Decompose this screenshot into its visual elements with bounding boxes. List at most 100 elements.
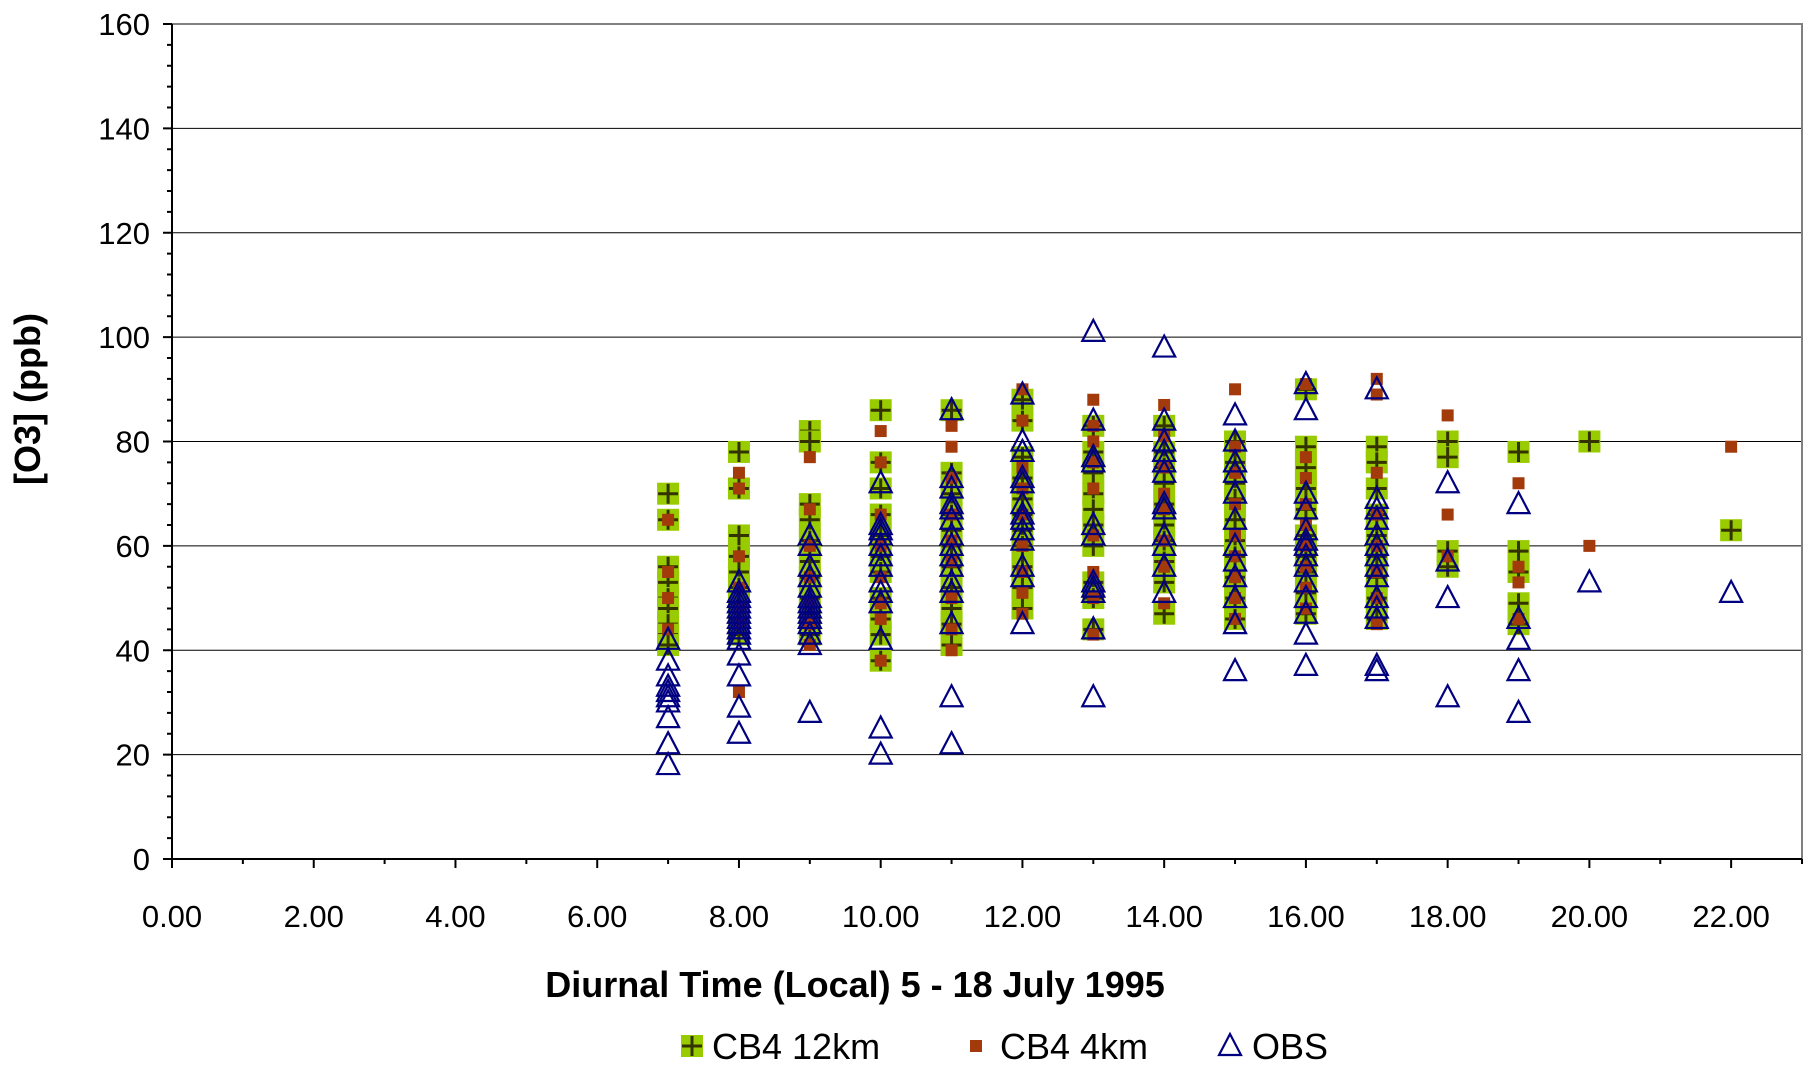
obs-point [938,568,965,593]
cb4-4km-point [1512,612,1525,625]
obs-point [1009,552,1036,577]
x-tick-label: 0.00 [142,899,202,934]
cb4-4km-point [662,592,675,605]
cb4-4km-point [945,419,958,432]
cb4-4km-point [803,639,816,652]
obs-point [867,515,894,541]
obs-point [1363,604,1390,630]
series-obs [655,317,1744,776]
obs-point [1505,698,1532,723]
obs-point [1151,458,1177,483]
cb4-12km-point [1507,540,1530,563]
x-tick-label: 14.00 [1125,899,1203,934]
cb4-4km-point [662,513,675,526]
obs-point [1080,568,1107,593]
obs-point [1505,489,1532,515]
cb4-4km-point [803,539,816,552]
obs-point [1363,594,1390,619]
obs-point [1434,468,1461,494]
x-tick-label: 4.00 [425,899,485,934]
cb4-12km-point-cross [1721,520,1742,541]
cb4-12km-point-cross [658,483,679,504]
cb4-4km-point [874,456,887,469]
obs-point [1080,682,1107,708]
cb4-12km-point [1720,519,1743,542]
obs-point [867,714,894,739]
x-tick-label: 2.00 [284,899,344,934]
obs-point [1151,494,1177,520]
legend-marker-cb4-12km [681,1035,703,1057]
cb4-12km-point-cross [1508,541,1529,562]
x-tick-label: 16.00 [1267,899,1345,934]
cb4-4km-point [1512,477,1525,490]
cb4-4km-point [1299,472,1312,485]
obs-point [938,578,965,603]
obs-point [938,494,965,520]
obs-point [1151,489,1177,515]
cb4-4km-point [1016,586,1029,599]
obs-point [1293,620,1319,645]
cb4-4km-point [732,686,745,698]
obs-point [1222,401,1248,426]
obs-point [1363,552,1390,577]
obs-point [797,604,823,630]
cb4-12km-point [1224,508,1247,531]
cb4-12km-point-cross [870,400,891,421]
obs-point [1222,609,1248,635]
cb4-4km-point [732,466,745,479]
cb4-12km-point-cross [1579,431,1600,452]
obs-point [1080,578,1107,603]
cb4-4km-point [1583,539,1596,552]
obs-point [1505,656,1532,682]
cb4-4km-point [803,451,816,464]
obs-point [655,703,681,729]
legend-marker-obs [1217,1031,1243,1057]
obs-point [1080,317,1107,343]
cb4-4km-point [945,644,958,657]
cb4-4km-point [1299,451,1312,464]
obs-point [1080,573,1107,598]
cb4-4km-point [1229,466,1242,479]
legend-label-obs: OBS [1252,1026,1328,1067]
cb4-4km-point [1229,498,1242,511]
cb4-4km-point [1087,529,1100,542]
obs-point [1293,568,1319,593]
cb4-12km-point [1436,446,1459,469]
legend-symbol-cb4-12km [681,1035,703,1057]
obs-point [1293,651,1319,677]
cb4-12km-point [869,477,892,500]
cb4-12km-point [657,634,680,657]
x-tick-label: 20.00 [1551,899,1629,934]
cb4-4km-point [1087,482,1100,495]
y-tick-label: 20 [116,738,150,773]
y-axis-title: [O3] (ppb) [7,313,48,485]
obs-point [867,552,894,577]
obs-point [1009,526,1036,551]
cb4-4km-point [874,597,887,610]
x-tick-label: 12.00 [984,899,1062,934]
obs-point [1293,479,1319,504]
axes [163,23,1803,868]
obs-point [938,463,965,489]
cb4-4km-point [1299,560,1312,573]
obs-point [1151,578,1177,603]
obs-point [867,625,894,650]
obs-point [1151,552,1177,577]
obs-point [1293,541,1319,567]
obs-point [1151,333,1177,358]
obs-point [1505,625,1532,650]
cb4-4km-point [1158,398,1171,411]
obs-point [1293,369,1319,395]
obs-point [726,609,752,635]
x-tick-label: 8.00 [709,899,769,934]
y-tick-label: 0 [133,842,150,877]
y-tick-label: 60 [116,529,150,564]
cb4-12km-point-cross [728,525,749,546]
cb4-12km-point [657,482,680,505]
obs-point [1151,521,1177,546]
cb4-12km-point-cross [870,478,891,499]
obs-point [726,719,752,744]
obs-point [938,609,965,635]
